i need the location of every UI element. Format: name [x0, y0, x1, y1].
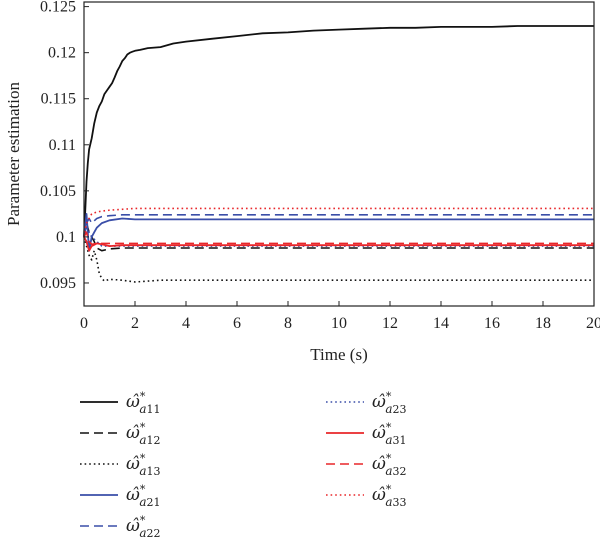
x-tick-label: 16	[484, 315, 500, 332]
legend-label: ω̂* a33	[372, 483, 407, 509]
legend-subscript-index: 22	[147, 527, 161, 540]
x-tick-label: 8	[284, 315, 292, 332]
legend-superscript: *	[386, 452, 392, 465]
legend-item-23: ω̂* a23	[326, 390, 407, 416]
legend-subscript-letter: a	[139, 495, 146, 509]
y-axis-ticks: 0.095 0.1 0.105 0.11 0.115 0.12 0.125	[40, 0, 89, 292]
series-line-11	[83, 25, 594, 237]
series-line-13	[83, 236, 594, 283]
legend-symbol: ω̂	[126, 454, 140, 474]
legend-symbol: ω̂	[126, 485, 140, 505]
legend-item-33: ω̂* a33	[326, 483, 407, 509]
legend-subscript-letter: a	[139, 526, 146, 540]
legend-label: ω̂* a31	[372, 421, 407, 447]
legend-label: ω̂* a13	[126, 452, 161, 478]
legend-symbol: ω̂	[372, 485, 386, 505]
legend-subscript-index: 12	[147, 434, 161, 447]
legend-superscript: *	[386, 483, 392, 496]
x-tick-label: 18	[535, 315, 551, 332]
y-axis-label: Parameter estimation	[4, 82, 23, 226]
y-tick-label: 0.12	[48, 45, 76, 62]
legend-superscript: *	[140, 452, 146, 465]
legend-subscript-index: 21	[147, 496, 161, 509]
legend-item-12: ω̂* a12	[80, 421, 161, 447]
x-tick-label: 6	[233, 315, 241, 332]
legend-subscript-letter: a	[385, 402, 392, 416]
legend-subscript-letter: a	[139, 433, 146, 447]
legend-symbol: ω̂	[126, 516, 140, 536]
y-tick-label: 0.105	[40, 183, 76, 200]
legend-label: ω̂* a11	[126, 390, 161, 416]
series-line-31	[83, 236, 594, 252]
x-tick-label: 12	[382, 315, 398, 332]
legend-superscript: *	[386, 421, 392, 434]
legend-superscript: *	[140, 483, 146, 496]
y-tick-label: 0.115	[41, 91, 76, 108]
legend-subscript-index: 11	[147, 403, 161, 416]
legend-subscript-letter: a	[385, 464, 392, 478]
legend-label: ω̂* a32	[372, 452, 407, 478]
y-tick-label: 0.1	[56, 229, 76, 246]
series-line-23	[83, 226, 594, 247]
x-tick-label: 20	[586, 315, 600, 332]
y-tick-label: 0.11	[49, 137, 76, 154]
legend-subscript-letter: a	[385, 495, 392, 509]
x-tick-label: 0	[80, 315, 88, 332]
legend-item-22: ω̂* a22	[80, 514, 161, 540]
legend-subscript-letter: a	[385, 433, 392, 447]
legend-item-21: ω̂* a21	[80, 483, 161, 509]
y-tick-label: 0.125	[40, 0, 76, 16]
legend-item-11: ω̂* a11	[80, 390, 161, 416]
legend-symbol: ω̂	[372, 423, 386, 443]
series-line-32	[83, 231, 594, 246]
legend-subscript-index: 33	[393, 496, 407, 509]
legend-symbol: ω̂	[372, 454, 386, 474]
x-tick-label: 14	[433, 315, 449, 332]
legend-subscript-index: 32	[393, 465, 407, 478]
legend-superscript: *	[386, 390, 392, 403]
series-line-12	[83, 222, 594, 252]
legend-label: ω̂* a22	[126, 514, 161, 540]
legend-item-13: ω̂* a13	[80, 452, 161, 478]
legend-label: ω̂* a12	[126, 421, 161, 447]
legend-symbol: ω̂	[126, 392, 140, 412]
x-tick-label: 2	[131, 315, 139, 332]
legend-subscript-letter: a	[139, 464, 146, 478]
x-tick-label: 4	[182, 315, 190, 332]
legend-superscript: *	[140, 514, 146, 527]
x-tick-label: 10	[331, 315, 347, 332]
legend-label: ω̂* a21	[126, 483, 161, 509]
legend-subscript-letter: a	[139, 402, 146, 416]
legend-label: ω̂* a23	[372, 390, 407, 416]
x-axis-ticks: 0 2 4 6 8 10 12 14 16 18 20	[80, 301, 600, 332]
legend-superscript: *	[140, 421, 146, 434]
legend-item-31: ω̂* a31	[326, 421, 407, 447]
legend-subscript-index: 13	[147, 465, 161, 478]
legend-subscript-index: 31	[393, 434, 407, 447]
legend-superscript: *	[140, 390, 146, 403]
series-line-33	[83, 207, 594, 238]
series-line-22	[83, 214, 594, 238]
legend-item-32: ω̂* a32	[326, 452, 407, 478]
plot-series-group	[83, 25, 594, 283]
x-axis-label: Time (s)	[310, 345, 367, 364]
legend-symbol: ω̂	[126, 423, 140, 443]
legend-subscript-index: 23	[393, 403, 407, 416]
y-tick-label: 0.095	[40, 275, 76, 292]
legend-symbol: ω̂	[372, 392, 386, 412]
